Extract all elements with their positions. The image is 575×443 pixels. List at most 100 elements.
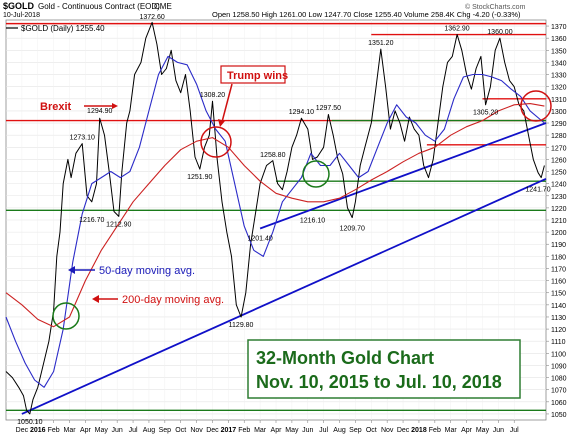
- x-tick-label: Dec: [397, 427, 410, 434]
- x-tick-label: Feb: [48, 427, 60, 434]
- price-data-label: 1305.20: [473, 110, 498, 117]
- x-tick-label: Jul: [319, 427, 328, 434]
- ma50-arrowhead-icon: [68, 266, 75, 274]
- y-tick-label: 1080: [551, 376, 567, 383]
- x-tick-label: Jun: [112, 427, 123, 434]
- x-tick-label: Nov: [190, 427, 203, 434]
- x-tick-label: Nov: [381, 427, 394, 434]
- x-tick-label: Dec: [16, 427, 29, 434]
- y-tick-label: 1110: [551, 339, 566, 346]
- description-label: Gold - Continuous Contract (EOD): [38, 2, 160, 11]
- y-tick-label: 1330: [551, 73, 567, 80]
- price-data-label: 1212.90: [106, 221, 131, 228]
- crossover-circle-2016: [52, 302, 80, 330]
- price-data-label: 1308.20: [200, 92, 225, 99]
- y-tick-label: 1050: [551, 412, 567, 419]
- trump-arrowhead-icon: [218, 119, 225, 127]
- x-tick-label: Feb: [429, 427, 441, 434]
- price-data-label: 1294.10: [289, 109, 314, 116]
- exchange-label: CME: [154, 2, 172, 11]
- brexit-label: Brexit: [40, 101, 72, 113]
- ma200-annotation: 200-day moving avg.: [92, 294, 224, 306]
- ma50-annotation: 50-day moving avg.: [68, 265, 195, 277]
- y-tick-label: 1130: [551, 315, 566, 322]
- x-tick-label: 2016: [30, 427, 46, 434]
- x-tick-label: Apr: [80, 427, 92, 434]
- y-tick-label: 1140: [551, 303, 566, 310]
- y-tick-label: 1250: [551, 170, 567, 177]
- ma50-label: 50-day moving avg.: [99, 265, 195, 277]
- y-tick-label: 1370: [551, 24, 567, 31]
- crossover-circle-2017: [302, 160, 330, 188]
- x-tick-label: Apr: [461, 427, 473, 434]
- title-line-2: Nov. 10, 2015 to Jul. 10, 2018: [256, 372, 502, 392]
- y-tick-label: 1090: [551, 363, 567, 370]
- y-tick-label: 1220: [551, 206, 567, 213]
- price-data-label: 1129.80: [229, 322, 254, 329]
- y-tick-label: 1350: [551, 48, 567, 55]
- price-data-label: 1294.90: [87, 108, 112, 115]
- y-tick-label: 1230: [551, 194, 567, 201]
- x-tick-label: Jul: [129, 427, 138, 434]
- y-tick-label: 1160: [551, 279, 566, 286]
- y-tick-label: 1060: [551, 400, 567, 407]
- price-data-label: 1258.80: [260, 152, 285, 159]
- x-tick-label: Mar: [63, 427, 76, 434]
- price-data-label: 1372.60: [139, 14, 164, 21]
- x-tick-label: Sep: [349, 427, 362, 434]
- x-tick-label: Jun: [302, 427, 313, 434]
- credit-label: © StockCharts.com: [465, 3, 526, 11]
- chart-title-box: 32-Month Gold Chart Nov. 10, 2015 to Jul…: [247, 339, 521, 399]
- trump-annotation: Trump wins: [218, 65, 288, 127]
- y-tick-label: 1120: [551, 327, 566, 334]
- brexit-arrowhead-icon: [112, 103, 118, 109]
- ma200-series-line: [5, 103, 545, 328]
- price-data-label: 1216.70: [79, 217, 104, 224]
- x-tick-label: Jun: [493, 427, 504, 434]
- x-tick-label: 2018: [411, 427, 427, 434]
- title-line-1: 32-Month Gold Chart: [256, 348, 434, 368]
- price-data-label: 1050.10: [17, 419, 42, 426]
- price-data-label: 1297.50: [316, 105, 341, 112]
- y-tick-label: 1340: [551, 60, 567, 67]
- x-tick-label: Aug: [333, 427, 346, 434]
- y-tick-label: 1200: [551, 230, 567, 237]
- y-tick-label: 1320: [551, 85, 567, 92]
- price-data-label: 1216.10: [300, 218, 325, 225]
- price-data-label: 1241.70: [525, 187, 550, 194]
- price-series-line: [5, 21, 545, 415]
- price-data-label: 1351.20: [368, 40, 393, 47]
- x-tick-label: Apr: [271, 427, 283, 434]
- y-tick-label: 1070: [551, 388, 567, 395]
- trendline: [259, 122, 547, 230]
- y-tick-label: 1280: [551, 133, 567, 140]
- price-data-label: 1362.90: [444, 26, 469, 33]
- crossover-circle-2018: [520, 90, 552, 122]
- y-tick-label: 1150: [551, 291, 566, 298]
- symbol-label: $GOLD: [3, 1, 35, 11]
- ma50-series-line: [5, 55, 545, 388]
- y-tick-label: 1270: [551, 145, 567, 152]
- y-tick-label: 1210: [551, 218, 567, 225]
- legend-label: $GOLD (Daily) 1255.40: [21, 24, 105, 33]
- x-tick-label: Oct: [366, 427, 377, 434]
- x-tick-label: Mar: [254, 427, 267, 434]
- trump-arrow: [221, 83, 233, 123]
- trump-circle: [200, 126, 232, 158]
- y-tick-label: 1240: [551, 182, 567, 189]
- y-tick-label: 1260: [551, 157, 567, 164]
- x-tick-label: May: [95, 427, 109, 434]
- y-tick-label: 1190: [551, 242, 566, 249]
- x-tick-label: Oct: [175, 427, 186, 434]
- quote-line: Open 1258.50 High 1261.00 Low 1247.70 Cl…: [212, 10, 521, 19]
- y-tick-label: 1100: [551, 351, 566, 358]
- trump-label-box: [220, 65, 286, 84]
- y-tick-label: 1310: [551, 97, 567, 104]
- x-tick-label: Feb: [238, 427, 250, 434]
- price-data-label: 1273.10: [70, 135, 95, 142]
- trendline: [21, 177, 547, 415]
- y-tick-label: 1170: [551, 266, 566, 273]
- x-tick-label: May: [285, 427, 299, 434]
